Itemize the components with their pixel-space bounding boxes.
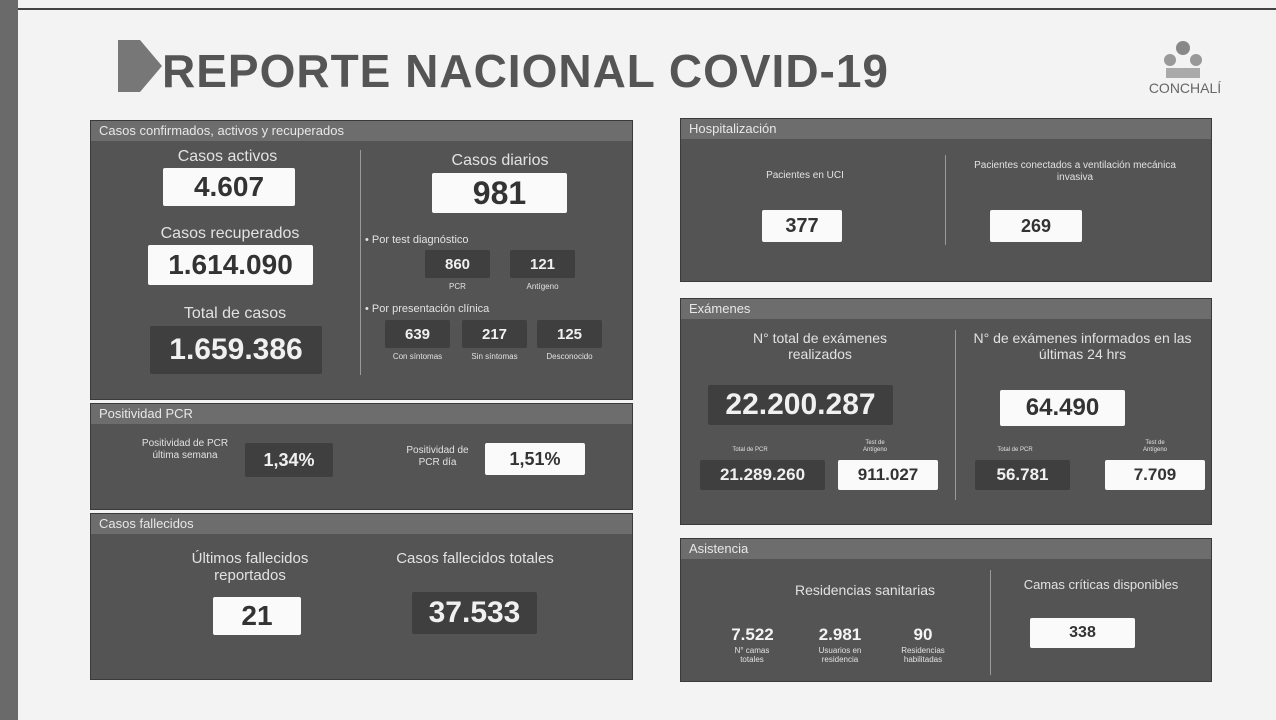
panel-title: Positividad PCR (91, 404, 632, 424)
value: 121 (510, 250, 575, 278)
label: Residencias habilitadas (901, 646, 945, 665)
label: Positividad de PCR día (406, 445, 469, 468)
value: 639 (385, 320, 450, 348)
value: 1,34% (245, 443, 333, 477)
value: 7.709 (1105, 460, 1205, 490)
label: Con síntomas (392, 352, 443, 361)
title: REPORTE NACIONAL COVID-19 (162, 45, 890, 97)
value: 860 (425, 250, 490, 278)
left-strip (0, 0, 18, 720)
label: N° de exámenes informados en las últimas… (973, 330, 1192, 363)
value: 269 (990, 210, 1082, 242)
label: Antígeno (526, 282, 559, 291)
panel-title: Casos fallecidos (91, 514, 632, 534)
panel-title: Asistencia (681, 539, 1211, 559)
value: 377 (762, 210, 842, 242)
value: 21 (213, 597, 301, 635)
label: Casos recuperados (160, 225, 300, 242)
label: Casos activos (177, 148, 278, 165)
logo-text: CONCHALÍ (1148, 80, 1222, 96)
value: 1,51% (485, 443, 585, 475)
value: 4.607 (163, 168, 295, 206)
label: • Por test diagnóstico (365, 234, 469, 246)
value: 37.533 (412, 592, 537, 634)
label: N° camas totales (734, 646, 770, 665)
label: • Por presentación clínica (365, 303, 490, 315)
value: 1.614.090 (148, 245, 313, 285)
divider (955, 330, 956, 500)
value: 2.981 (818, 625, 862, 644)
value: 911.027 (838, 460, 938, 490)
hospitalizacion-panel: Hospitalización (680, 118, 1212, 282)
value: 56.781 (975, 460, 1070, 490)
label: Residencias sanitarias (794, 582, 936, 598)
label: PCR (449, 282, 466, 291)
panel-title: Exámenes (681, 299, 1211, 319)
value: 217 (462, 320, 527, 348)
label: Sin síntomas (471, 352, 518, 361)
label: N° total de exámenes realizados (752, 330, 887, 363)
value: 90 (913, 625, 933, 644)
value: 125 (537, 320, 602, 348)
value: 338 (1030, 618, 1135, 648)
top-rule (18, 8, 1276, 10)
divider (945, 155, 946, 245)
label: Pacientes conectados a ventilación mecán… (974, 160, 1176, 183)
value: 22.200.287 (708, 385, 893, 425)
logo-icon (1164, 41, 1202, 78)
label: Pacientes en UCI (766, 170, 844, 181)
panel-title: Casos confirmados, activos y recuperados (91, 121, 632, 141)
divider (360, 150, 361, 375)
value: 64.490 (1000, 390, 1125, 426)
label: Total de PCR (997, 447, 1033, 453)
label: Casos fallecidos totales (396, 550, 554, 567)
value: 7.522 (731, 625, 774, 644)
label: Últimos fallecidos reportados (191, 550, 309, 585)
fallecidos-panel: Casos fallecidos (90, 513, 633, 680)
panel-title: Hospitalización (681, 119, 1211, 139)
asistencia-panel: Asistencia (680, 538, 1212, 682)
label: Test de Antígeno (1142, 440, 1168, 453)
value: 21.289.260 (700, 460, 825, 490)
label: Desconocido (546, 352, 593, 361)
label: Camas críticas disponibles (1023, 577, 1179, 592)
value: 981 (432, 173, 567, 213)
label: Usuarios en residencia (818, 646, 862, 665)
value: 1.659.386 (150, 326, 322, 374)
label: Casos diarios (451, 152, 549, 169)
label: Test de Antígeno (862, 440, 888, 453)
label: Total de casos (183, 305, 287, 322)
divider (990, 570, 991, 675)
label: Total de PCR (732, 447, 768, 453)
title-arrow (118, 40, 162, 92)
label: Positividad de PCR última semana (141, 438, 229, 461)
